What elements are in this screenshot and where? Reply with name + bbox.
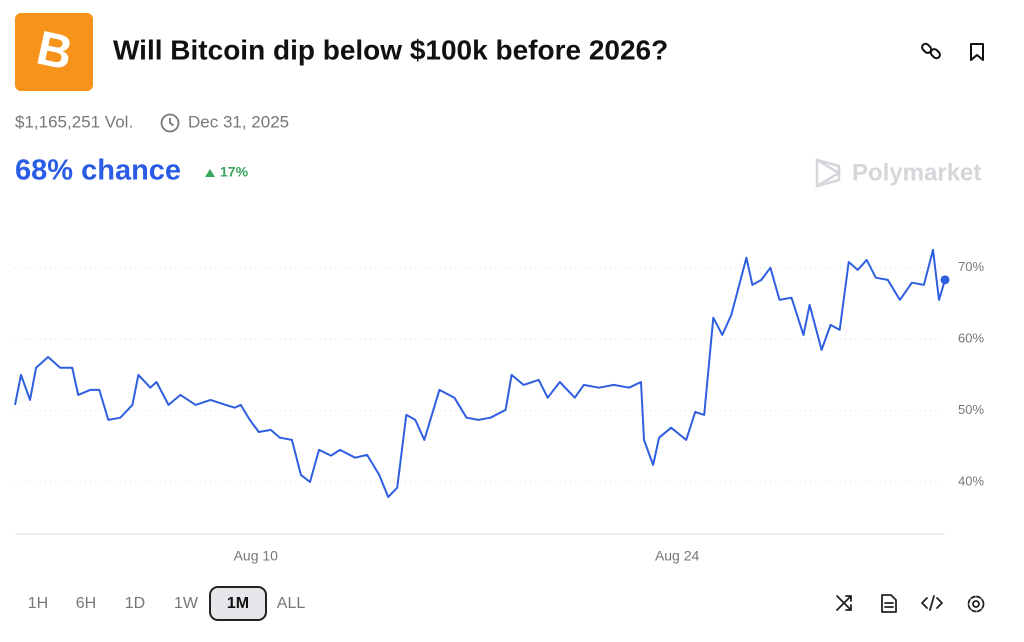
- x-tick-label: Aug 24: [655, 548, 700, 564]
- timeframe-button[interactable]: 1H: [28, 595, 48, 612]
- timeframe-button[interactable]: 1M: [227, 595, 249, 612]
- timeframe-button[interactable]: 1W: [174, 595, 199, 612]
- volume: $1,165,251 Vol.: [15, 112, 133, 131]
- y-tick-label: 50%: [958, 402, 984, 417]
- x-tick-label: Aug 10: [234, 548, 279, 564]
- timeframe-button[interactable]: 1D: [125, 595, 145, 612]
- chart: 40% 50% 60% 70% Aug 10 Aug 24: [14, 248, 984, 564]
- settings-icon[interactable]: [967, 595, 985, 613]
- timeframe-button[interactable]: 6H: [76, 595, 96, 612]
- up-arrow: [205, 169, 215, 177]
- timeframes: 1H 6H 1D 1W 1M ALL: [28, 595, 306, 612]
- y-tick-label: 40%: [958, 473, 984, 488]
- brand: Polymarket: [852, 159, 981, 186]
- timeframe-selected-bg: [209, 586, 267, 621]
- rules-icon[interactable]: [881, 594, 897, 613]
- end-date: Dec 31, 2025: [188, 112, 289, 131]
- y-tick-label: 60%: [958, 331, 984, 346]
- line: [14, 248, 946, 498]
- shuffle-icon[interactable]: [836, 595, 852, 611]
- embed-icon[interactable]: [921, 595, 943, 611]
- title: Will Bitcoin dip below $100k before 2026…: [113, 34, 668, 65]
- chance: 68% chance: [15, 155, 181, 187]
- link-icon[interactable]: [921, 42, 942, 60]
- brand-logo: [815, 158, 842, 188]
- bookmark-icon[interactable]: [970, 43, 984, 61]
- timeframe-button[interactable]: ALL: [277, 595, 306, 612]
- bitcoin-icon: [15, 13, 93, 91]
- change: 17%: [220, 164, 249, 180]
- end-point: [940, 275, 950, 285]
- clock-icon: [160, 113, 180, 133]
- y-tick-label: 70%: [958, 259, 984, 274]
